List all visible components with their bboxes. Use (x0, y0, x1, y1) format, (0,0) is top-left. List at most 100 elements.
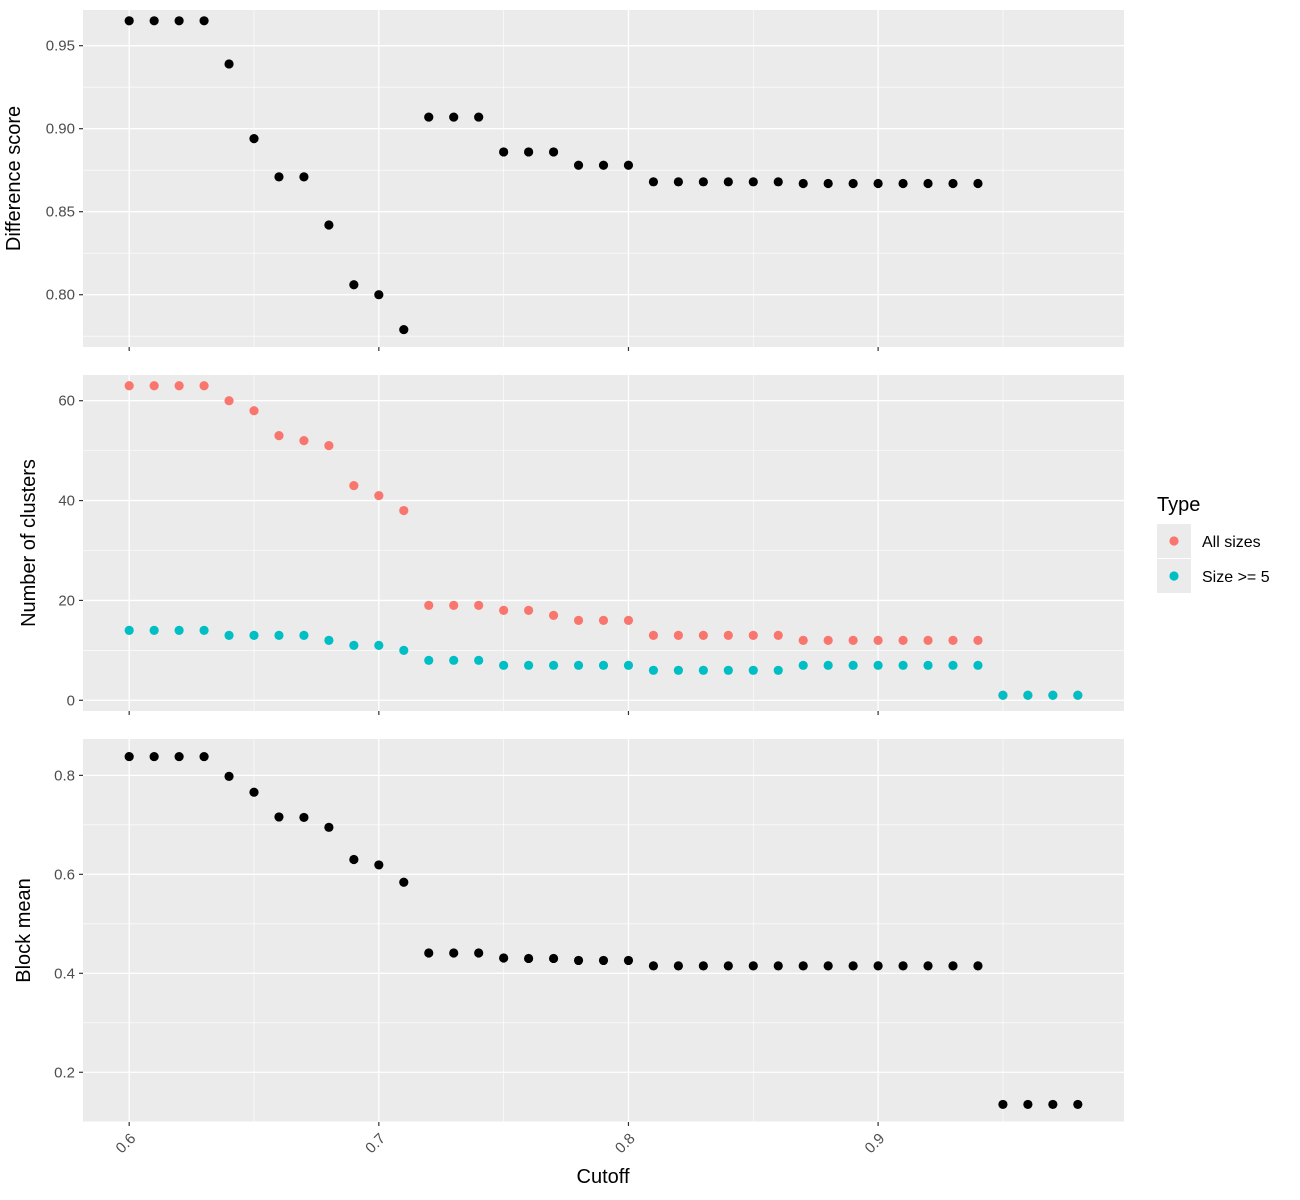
data-point (973, 178, 983, 189)
y-axis-title: Number of clusters (18, 459, 40, 627)
data-point (773, 961, 783, 971)
data-point (698, 177, 708, 187)
x-axis-title: Cutoff (577, 1166, 630, 1188)
legend-label: All sizes (1202, 534, 1261, 551)
legend-label: Size >= 5 (1202, 569, 1270, 586)
data-point (848, 178, 858, 189)
y-axis-title: Difference score (3, 106, 25, 251)
data-point (648, 630, 659, 640)
data-point (873, 660, 883, 670)
data-point (399, 645, 409, 655)
data-point (898, 635, 908, 645)
data-point (424, 948, 434, 958)
data-point (249, 630, 259, 640)
data-point (823, 660, 833, 670)
data-point (349, 854, 359, 865)
data-point (673, 630, 683, 640)
data-point (973, 660, 983, 670)
y-axis-title: Block mean (13, 878, 35, 983)
data-point (973, 961, 983, 971)
data-point (1073, 690, 1083, 700)
panel-background (83, 375, 1124, 711)
data-point (199, 16, 209, 26)
data-point (249, 787, 259, 797)
data-point (499, 605, 509, 615)
data-point (948, 961, 958, 971)
data-point (1023, 1099, 1033, 1110)
data-point (474, 655, 484, 665)
data-point (548, 660, 559, 670)
legend-title: Type (1157, 494, 1200, 516)
legend-item: All sizes (1157, 524, 1261, 558)
data-point (673, 961, 683, 971)
chart-panels: 0.80 0.85 0.90 0.95 Difference score 0 20 40 60 N… (3, 10, 1124, 1126)
data-point (374, 640, 384, 650)
data-point (573, 615, 584, 625)
data-point (224, 771, 234, 781)
data-point (399, 324, 409, 335)
data-point (823, 178, 833, 189)
data-point (499, 953, 509, 963)
data-point (474, 948, 484, 958)
data-point (324, 441, 334, 451)
data-point (224, 59, 234, 69)
legend-key-marker (1169, 536, 1179, 546)
data-point (723, 177, 733, 187)
legend-item: Size >= 5 (1157, 559, 1270, 593)
data-point (449, 112, 459, 122)
data-point (573, 660, 584, 670)
y-tick-label: 0.85 (46, 204, 75, 221)
data-point (723, 961, 733, 971)
data-point (598, 160, 609, 170)
data-point (299, 436, 309, 446)
data-point (873, 635, 883, 645)
series-points (124, 751, 1083, 1110)
data-point (873, 178, 883, 189)
data-point (748, 177, 758, 187)
data-point (873, 961, 883, 971)
legend-key-marker (1169, 571, 1179, 581)
data-point (224, 396, 234, 406)
data-point (124, 381, 134, 391)
panel-3: 0.2 0.4 0.6 0.8 Block mean (13, 739, 1124, 1126)
data-point (748, 665, 758, 675)
data-point (374, 490, 384, 501)
data-point (748, 630, 758, 640)
panel-background (83, 739, 1124, 1122)
data-point (124, 751, 134, 762)
data-point (449, 655, 459, 665)
data-point (399, 505, 409, 516)
data-point (623, 660, 634, 670)
panel-2: 0 20 40 60 Number of clusters (18, 375, 1124, 715)
y-tick-label: 60 (58, 393, 75, 410)
data-point (449, 948, 459, 958)
data-point (374, 290, 384, 300)
data-point (623, 955, 634, 966)
data-point (623, 160, 634, 170)
data-point (249, 134, 259, 144)
data-point (299, 812, 309, 823)
y-tick-label: 0.6 (54, 866, 75, 883)
data-point (798, 178, 808, 189)
data-point (773, 630, 783, 640)
data-point (548, 147, 559, 157)
y-tick-label: 0 (67, 692, 75, 709)
data-point (324, 220, 334, 230)
data-point (474, 600, 484, 611)
data-point (174, 751, 184, 762)
data-point (424, 112, 434, 122)
data-point (973, 635, 983, 645)
data-point (773, 665, 783, 675)
y-tick-label: 0.80 (46, 287, 75, 304)
data-point (798, 961, 808, 971)
data-point (249, 406, 259, 416)
data-point (573, 160, 584, 170)
y-tick-label: 0.95 (46, 38, 75, 55)
data-point (598, 660, 609, 670)
data-point (698, 961, 708, 971)
data-point (823, 635, 833, 645)
data-point (948, 660, 958, 670)
data-point (274, 812, 284, 822)
panel-1: 0.80 0.85 0.90 0.95 Difference score (3, 10, 1124, 351)
